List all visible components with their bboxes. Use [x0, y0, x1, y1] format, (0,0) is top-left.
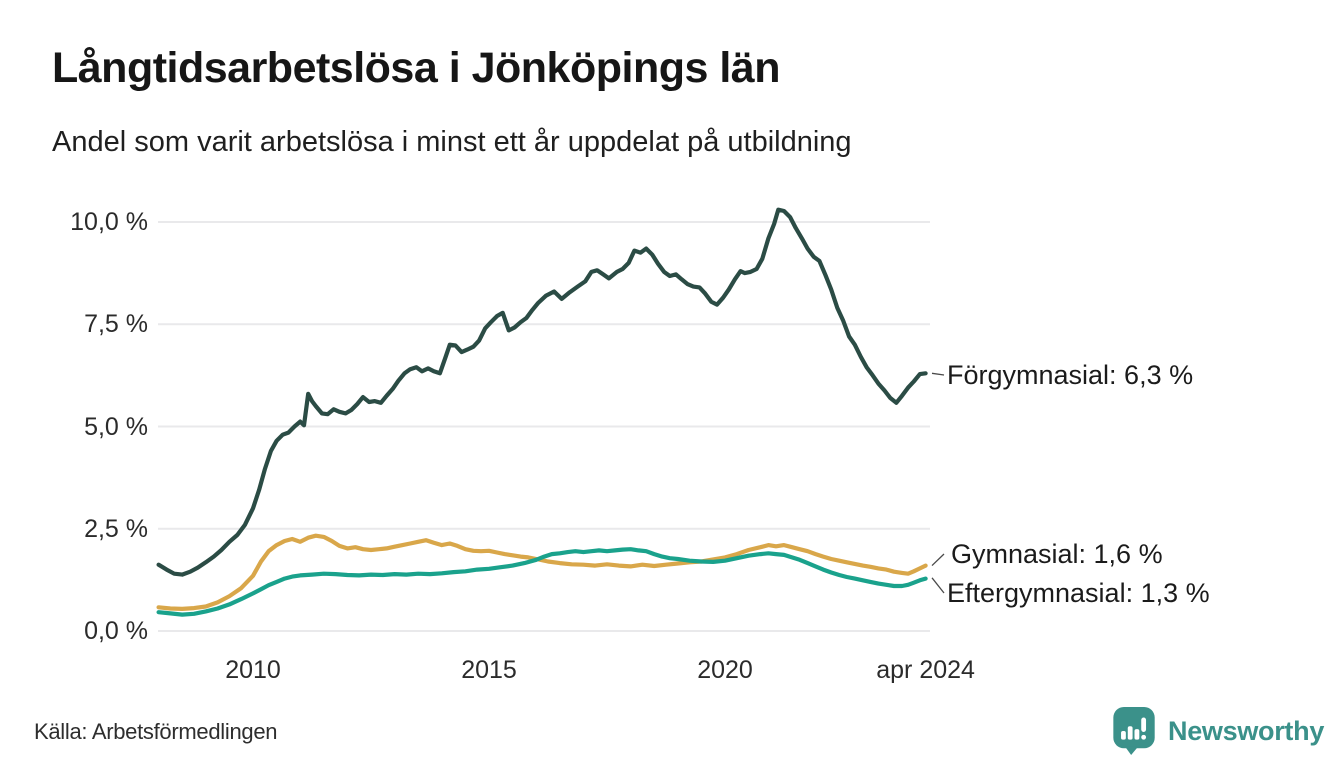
y-tick-label: 2,5 % [84, 514, 148, 543]
newsworthy-logo-text: Newsworthy [1168, 715, 1325, 746]
gridlines [158, 221, 930, 632]
series-label-forgymnasial: Förgymnasial: 6,3 % [947, 360, 1194, 390]
bar-icon [1127, 726, 1133, 740]
label-connector-gymnasial [931, 553, 945, 567]
y-tick-label: 5,0 % [84, 412, 148, 441]
newsworthy-logo: Newsworthy [1112, 706, 1324, 756]
y-tick-label: 7,5 % [84, 310, 148, 339]
exclamation-icon [1141, 717, 1147, 732]
chart-subtitle: Andel som varit arbetslösa i minst ett å… [52, 126, 852, 158]
newsworthy-logo-icon [1113, 706, 1155, 756]
label-connectors [931, 372, 945, 594]
exclamation-dot-icon [1141, 734, 1147, 740]
series-line-gymnasial [156, 533, 928, 611]
x-tick-label: 2010 [225, 656, 281, 684]
series-label-gymnasial: Gymnasial: 1,6 % [951, 539, 1163, 569]
bar-icon [1134, 729, 1140, 740]
series-lines [156, 207, 928, 617]
bar-icon [1121, 731, 1126, 740]
source-note: Källa: Arbetsförmedlingen [34, 719, 278, 744]
series-label-eftergymnasial: Eftergymnasial: 1,3 % [947, 578, 1210, 608]
label-connector-forgymnasial [931, 372, 945, 376]
chart-title: Långtidsarbetslösa i Jönköpings län [52, 44, 780, 92]
x-tick-label: 2020 [697, 656, 753, 684]
y-tick-label: 0,0 % [84, 617, 148, 645]
x-tick-label: 2015 [461, 656, 517, 684]
label-connector-eftergymnasial [931, 577, 945, 594]
series-line-forgymnasial [156, 207, 928, 577]
x-tick-label: apr 2024 [876, 656, 975, 684]
y-tick-label: 10,0 % [70, 208, 148, 236]
series-line-eftergymnasial [156, 547, 928, 617]
